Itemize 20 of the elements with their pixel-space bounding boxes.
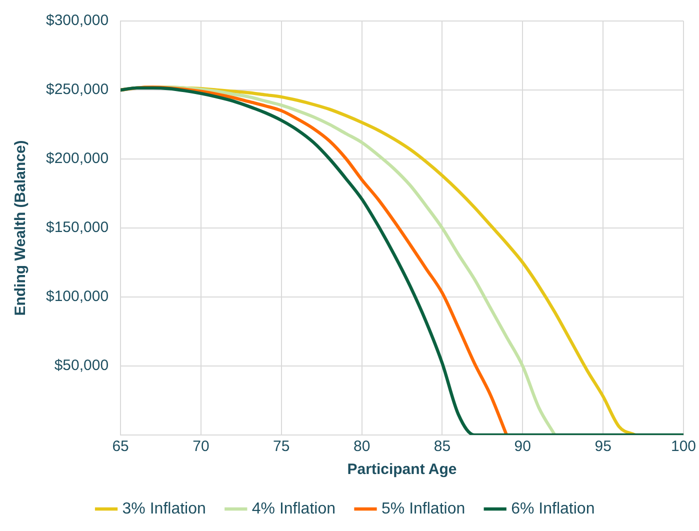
x-tick-label: 80 — [353, 438, 370, 456]
x-tick-label: 75 — [273, 438, 290, 456]
x-tick-label: 65 — [112, 438, 129, 456]
y-tick-label: $200,000 — [46, 150, 109, 168]
legend-label: 5% Inflation — [382, 500, 466, 518]
legend-label: 4% Inflation — [252, 500, 336, 518]
y-tick-label: $100,000 — [46, 288, 109, 306]
x-tick-label: 85 — [434, 438, 451, 456]
legend-label: 3% Inflation — [122, 500, 206, 518]
x-tick-label: 90 — [514, 438, 531, 456]
x-axis-title: Participant Age — [347, 461, 457, 478]
y-axis-title: Ending Wealth (Balance) — [12, 140, 30, 316]
x-tick-label: 95 — [594, 438, 612, 456]
x-tick-label: 100 — [670, 438, 696, 456]
x-tick-label: 70 — [192, 438, 210, 456]
y-tick-label: $50,000 — [54, 357, 109, 374]
y-tick-label: $150,000 — [46, 219, 109, 236]
legend-label: 6% Inflation — [511, 500, 595, 518]
y-tick-label: $250,000 — [46, 81, 109, 98]
y-tick-label: $300,000 — [46, 12, 109, 30]
